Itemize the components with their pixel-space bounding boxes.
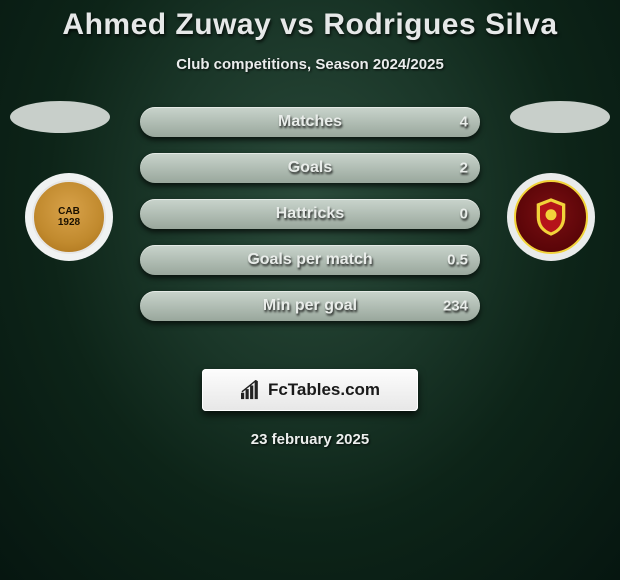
team-badge-left-inner: CAB1928 <box>32 180 106 254</box>
stat-label: Hattricks <box>276 205 344 223</box>
stat-row: Matches 4 <box>140 107 480 137</box>
player-right-ellipse <box>510 101 610 133</box>
player-left-ellipse <box>10 101 110 133</box>
stat-value-right: 234 <box>443 298 468 315</box>
page-title: Ahmed Zuway vs Rodrigues Silva <box>0 0 620 42</box>
stat-row: Min per goal 234 <box>140 291 480 321</box>
stat-value-right: 2 <box>460 160 468 177</box>
stat-label: Min per goal <box>263 297 357 315</box>
stat-value-right: 0 <box>460 206 468 223</box>
brand-icon <box>240 380 262 400</box>
stat-rows: Matches 4 Goals 2 Hattricks 0 Goals per match 0… <box>140 107 480 337</box>
brand-text: FcTables.com <box>268 380 380 400</box>
stat-label: Goals <box>288 159 332 177</box>
stat-row: Goals per match 0.5 <box>140 245 480 275</box>
stat-row: Hattricks 0 <box>140 199 480 229</box>
date-text: 23 february 2025 <box>0 431 620 448</box>
stat-value-right: 0.5 <box>447 252 468 269</box>
team-badge-right <box>507 173 595 261</box>
comparison-panel: CAB1928 Matches 4 Goals 2 Hattricks 0 Goals pe… <box>0 107 620 347</box>
stat-label: Goals per match <box>247 251 372 269</box>
team-badge-right-icon <box>529 195 573 239</box>
team-badge-right-inner <box>514 180 588 254</box>
brand-badge: FcTables.com <box>202 369 418 411</box>
stat-value-right: 4 <box>460 114 468 131</box>
stat-row: Goals 2 <box>140 153 480 183</box>
team-badge-left: CAB1928 <box>25 173 113 261</box>
team-badge-left-text: CAB1928 <box>58 206 80 228</box>
subtitle: Club competitions, Season 2024/2025 <box>0 56 620 73</box>
stat-label: Matches <box>278 113 342 131</box>
